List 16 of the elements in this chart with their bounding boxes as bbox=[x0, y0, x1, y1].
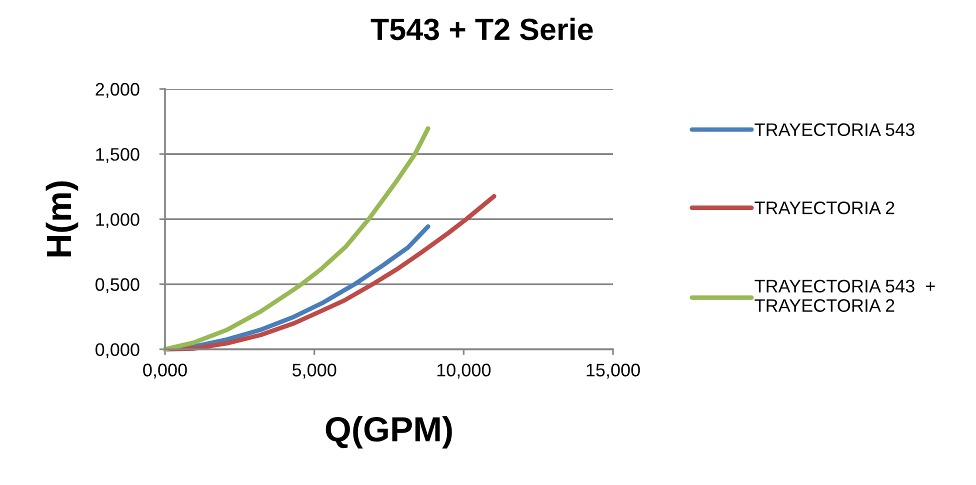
chart-title: T543 + T2 Serie bbox=[370, 18, 593, 40]
x-tick-label: 5,000 bbox=[292, 364, 336, 379]
x-tick-label: 15,000 bbox=[586, 364, 640, 379]
legend-label: TRAYECTORIA 543 + TRAYECTORIA 2 bbox=[754, 280, 935, 312]
y-tick-label: 0,500 bbox=[96, 278, 140, 294]
x-tick-label: 10,000 bbox=[437, 364, 491, 379]
legend-label: TRAYECTORIA 2 bbox=[754, 201, 894, 214]
y-tick-label: 1,000 bbox=[96, 213, 140, 228]
line-series bbox=[162, 126, 430, 352]
x-tick-label: 0,000 bbox=[143, 364, 187, 379]
y-tick-label: 0,000 bbox=[96, 343, 140, 358]
y-axis-title: H(m) bbox=[46, 181, 78, 256]
x-axis-title: Q(GPM) bbox=[326, 416, 452, 448]
y-tick-label: 2,000 bbox=[96, 82, 140, 98]
y-tick-label: 1,500 bbox=[96, 148, 140, 163]
legend-label: TRAYECTORIA 543 bbox=[754, 123, 914, 136]
